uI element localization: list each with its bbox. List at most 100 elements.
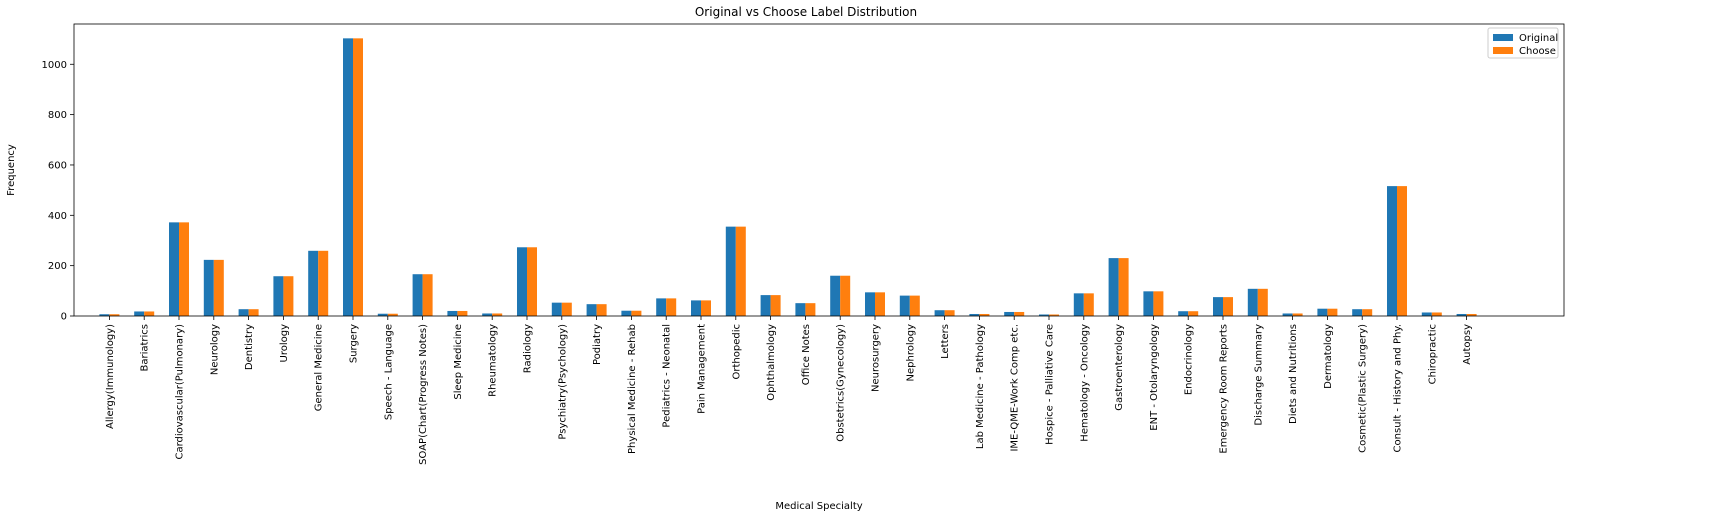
bar-original-3 bbox=[203, 259, 214, 316]
x-tick-label-10: Sleep Medicine bbox=[453, 324, 464, 400]
x-tick-label-5: Urology bbox=[279, 324, 290, 363]
bar-choose-0 bbox=[109, 314, 120, 316]
x-tick-label-15: Physical Medicine - Rehab bbox=[627, 324, 638, 454]
x-tick-label-23: Nephrology bbox=[905, 324, 916, 382]
bar-original-24 bbox=[934, 310, 945, 316]
x-tick-label-26: IME-QME-Work Comp etc. bbox=[1010, 324, 1021, 452]
x-axis: Allergy(Immunology) Bariatrics Cardiovascu… bbox=[105, 316, 1473, 465]
bar-choose-12 bbox=[527, 247, 537, 316]
x-tick-label-24: Letters bbox=[940, 324, 951, 359]
bar-choose-30 bbox=[1153, 291, 1164, 316]
bar-original-30 bbox=[1143, 291, 1154, 316]
x-tick-label-29: Gastroenterology bbox=[1114, 324, 1125, 411]
x-tick-label-17: Pain Management bbox=[697, 324, 708, 414]
bar-original-4 bbox=[238, 309, 249, 316]
bar-original-34 bbox=[1282, 313, 1293, 316]
bar-choose-20 bbox=[805, 303, 816, 316]
bar-original-22 bbox=[865, 292, 875, 316]
bar-choose-7 bbox=[353, 38, 363, 317]
bar-choose-8 bbox=[387, 313, 398, 316]
bar-original-31 bbox=[1178, 311, 1189, 316]
bar-choose-37 bbox=[1397, 186, 1407, 316]
x-tick-label-1: Bariatrics bbox=[140, 324, 151, 372]
x-tick-label-21: Obstetrics(Gynecology) bbox=[836, 324, 847, 442]
y-axis-label: Frequency bbox=[6, 144, 17, 196]
bar-original-12 bbox=[517, 247, 527, 316]
y-tick-label-4: 800 bbox=[48, 110, 67, 121]
x-tick-label-22: Neurosurgery bbox=[871, 324, 882, 392]
x-tick-label-32: Emergency Room Reports bbox=[1219, 324, 1230, 454]
chart-title: Original vs Choose Label Distribution bbox=[695, 5, 917, 19]
legend-label-original: Original bbox=[1519, 33, 1558, 44]
bar-original-1 bbox=[134, 311, 145, 316]
x-tick-label-12: Radiology bbox=[523, 324, 534, 373]
x-tick-label-7: Surgery bbox=[349, 324, 360, 363]
bar-original-37 bbox=[1387, 186, 1397, 316]
bar-original-35 bbox=[1317, 308, 1328, 316]
bar-original-38 bbox=[1421, 312, 1432, 316]
y-tick-label-3: 600 bbox=[48, 160, 67, 171]
bar-original-15 bbox=[621, 310, 632, 316]
x-tick-label-19: Ophthalmology bbox=[766, 324, 777, 401]
x-tick-label-0: Allergy(Immunology) bbox=[105, 324, 116, 429]
bar-original-29 bbox=[1108, 258, 1119, 316]
bar-original-25 bbox=[969, 313, 980, 316]
y-tick-label-2: 400 bbox=[48, 211, 67, 222]
bar-choose-19 bbox=[770, 295, 781, 316]
bar-choose-27 bbox=[1049, 314, 1059, 316]
bar-choose-31 bbox=[1188, 311, 1199, 316]
bar-original-6 bbox=[308, 250, 319, 316]
x-tick-label-8: Speech - Language bbox=[383, 324, 394, 420]
x-tick-label-18: Orthopedic bbox=[731, 324, 742, 379]
bar-choose-33 bbox=[1257, 288, 1268, 316]
bar-original-21 bbox=[830, 275, 841, 316]
bar-choose-1 bbox=[144, 311, 155, 316]
bar-choose-15 bbox=[631, 310, 642, 316]
plot-frame bbox=[73, 23, 1565, 317]
x-tick-label-6: General Medicine bbox=[314, 324, 325, 411]
y-axis: 0 200 400 600 800 1000 bbox=[42, 60, 74, 323]
legend: Original Choose bbox=[1487, 27, 1559, 59]
x-tick-label-35: Dermatology bbox=[1323, 324, 1334, 389]
bar-choose-16 bbox=[666, 298, 677, 316]
x-tick-label-30: ENT - Otolaryngology bbox=[1149, 324, 1160, 431]
y-tick-label-5: 1000 bbox=[42, 60, 67, 71]
legend-label-choose: Choose bbox=[1519, 46, 1556, 57]
x-tick-label-4: Dentistry bbox=[244, 324, 255, 370]
bar-original-7 bbox=[343, 38, 353, 317]
x-tick-label-28: Hematology - Oncology bbox=[1079, 324, 1090, 442]
bar-choose-5 bbox=[283, 276, 294, 316]
bar-choose-23 bbox=[909, 295, 920, 316]
x-tick-label-2: Cardiovascular(Pulmonary) bbox=[175, 324, 186, 460]
bar-original-39 bbox=[1456, 313, 1467, 316]
x-tick-label-37: Consult - History and Phy. bbox=[1393, 324, 1404, 452]
x-tick-label-34: Diets and Nutritions bbox=[1288, 324, 1299, 424]
x-tick-label-38: Chiropractic bbox=[1427, 324, 1438, 384]
x-axis-label: Medical Specialty bbox=[775, 501, 862, 512]
bar-choose-2 bbox=[179, 222, 189, 316]
bar-original-20 bbox=[795, 303, 806, 316]
bar-choose-26 bbox=[1014, 311, 1025, 316]
bar-original-10 bbox=[447, 310, 458, 316]
bar-original-8 bbox=[377, 313, 388, 316]
bar-choose-18 bbox=[735, 226, 746, 316]
bar-original-17 bbox=[691, 300, 701, 316]
legend-swatch-original bbox=[1493, 34, 1513, 41]
y-tick-label-1: 200 bbox=[48, 261, 67, 272]
bar-choose-6 bbox=[318, 250, 329, 316]
x-tick-label-39: Autopsy bbox=[1462, 324, 1473, 365]
bar-choose-3 bbox=[213, 259, 224, 316]
bar-choose-24 bbox=[944, 310, 955, 316]
bar-choose-4 bbox=[248, 309, 259, 316]
bar-choose-21 bbox=[840, 275, 851, 316]
bar-original-16 bbox=[656, 298, 667, 316]
x-tick-label-16: Pediatrics - Neonatal bbox=[662, 324, 673, 428]
bar-original-14 bbox=[586, 304, 597, 316]
bar-original-0 bbox=[99, 314, 110, 316]
x-tick-label-13: Psychiatry(Psychology) bbox=[557, 324, 568, 440]
bar-original-2 bbox=[169, 222, 179, 316]
bar-original-26 bbox=[1004, 311, 1015, 316]
bar-choose-36 bbox=[1362, 309, 1373, 316]
bar-choose-25 bbox=[979, 313, 990, 316]
